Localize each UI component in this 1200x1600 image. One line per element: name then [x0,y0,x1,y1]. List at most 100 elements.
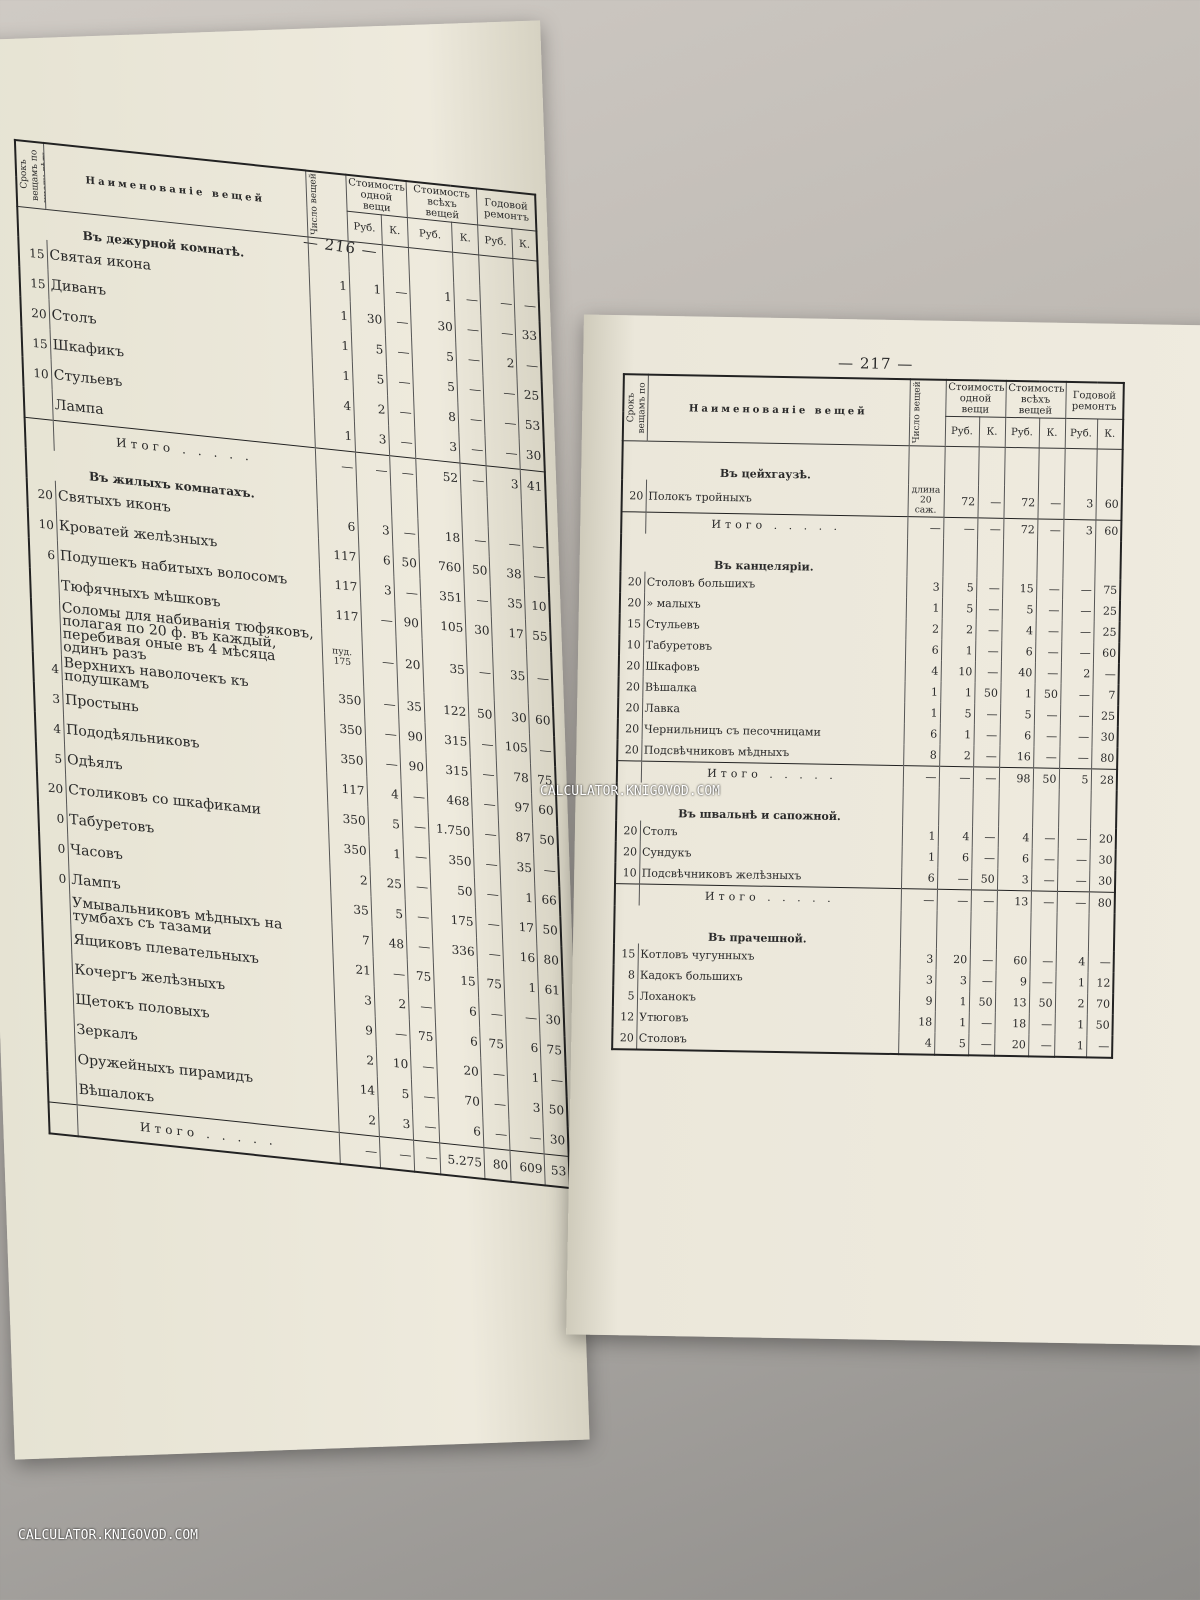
empty-cell [408,247,454,283]
cost-one-kop: — [408,989,436,1023]
header-kop: К. [381,214,409,248]
qty-cell: 3 [899,969,936,991]
srok-cell [42,921,72,955]
cost-all-rub: 6 [435,1022,481,1058]
repair-kop: 30 [1089,849,1116,871]
cost-one-rub: 3 [935,969,970,992]
repair-kop: 60 [1092,642,1120,664]
cost-all-kop: 30 [465,613,493,647]
cost-one-kop: 50 [392,546,420,579]
cost-one-rub: — [365,746,401,780]
cost-one-rub: 2 [939,744,974,767]
cost-all-rub: 35 [422,638,469,698]
repair-kop: — [1086,1035,1113,1058]
cost-one-kop: — [406,929,434,963]
cost-all-kop: — [457,402,486,436]
empty-cell [1087,913,1115,952]
cost-all-kop: — [472,817,500,851]
header-rub: Руб. [1064,418,1098,449]
repair-kop: 75 [540,1033,566,1067]
cost-one-rub: 2 [353,391,389,426]
qty-cell: 117 [320,598,362,633]
cost-one-kop: — [393,576,421,609]
srok-cell: 20 [26,477,56,511]
header-repair: Годовой ремонтъ [476,188,537,232]
cost-all-kop: — [474,877,502,911]
cost-all-rub: 72 [1003,485,1039,519]
repair-rub: — [1057,827,1091,850]
total-value: 80 [1088,891,1115,914]
cost-all-rub: 18 [417,518,464,554]
cost-all-kop: — [1033,725,1060,747]
empty-cell [906,538,944,577]
header-rub: Руб. [477,224,514,259]
cost-one-kop: — [410,1049,438,1083]
repair-rub: 87 [498,820,534,854]
cost-one-kop: 35 [397,689,425,723]
qty-cell: 7 [331,921,373,957]
empty-cell [48,1101,78,1137]
repair-rub: 17 [491,616,527,650]
cost-all-rub: 105 [420,608,467,644]
empty-cell [899,910,937,949]
repair-rub: 17 [501,910,538,944]
empty-cell [390,486,418,519]
cost-all-rub: 18 [994,1012,1029,1035]
cost-all-kop: — [1037,486,1065,520]
cost-all-rub: 1 [1000,682,1035,705]
srok-cell: 20 [617,739,642,762]
empty-cell [621,511,646,534]
cost-one-rub: 1 [368,836,404,870]
cost-one-rub: 5 [942,576,977,599]
cost-one-kop: — [387,395,415,428]
cost-all-rub: 6 [1000,640,1036,663]
cost-one-kop: 75 [409,1019,437,1053]
repair-rub: — [485,435,521,470]
repair-rub: — [509,1119,545,1154]
repair-rub: 30 [494,700,530,734]
repair-rub: 3 [1063,486,1097,520]
srok-cell: 20 [20,296,50,330]
cost-one-rub: 1 [940,639,976,662]
cost-all-rub: 20 [994,1033,1029,1057]
qty-cell: 4 [898,1032,935,1055]
page-number: — 217 — [837,353,914,374]
repair-rub: 1 [503,969,540,1004]
repair-rub: 16 [502,940,539,974]
repair-rub: — [479,285,516,319]
cost-all-kop: — [1033,704,1061,726]
qty-cell: 1 [904,681,941,703]
cost-all-rub: 1.750 [428,812,474,848]
cost-one-kop: — [402,839,431,873]
item-name: Полокъ тройныхъ [645,479,909,517]
cost-one-kop: — [973,724,1000,746]
qty-cell: 4 [312,387,355,422]
repair-kop: — [529,733,556,767]
cost-one-rub: — [360,602,396,637]
qty-cell: 350 [324,712,366,747]
total-value: 5 [1058,768,1092,791]
cost-one-kop: — [977,485,1005,519]
repair-kop: 20 [1089,828,1117,850]
repair-kop: 66 [535,883,561,917]
empty-cell [487,496,523,530]
cost-one-kop: 90 [394,606,423,639]
cost-one-rub: 3 [359,572,395,607]
cost-one-kop: — [968,1012,995,1034]
empty-cell [942,538,978,578]
cost-all-rub: 40 [1000,661,1035,684]
repair-kop: — [1092,663,1119,685]
cost-one-kop: — [403,869,432,903]
cost-all-rub: 350 [429,842,475,878]
empty-cell [944,446,979,486]
repair-rub: 2 [1054,992,1088,1015]
cost-one-kop: 50 [974,682,1001,704]
cost-all-kop: — [476,937,504,970]
cost-all-rub: 315 [424,722,471,758]
repair-kop: — [523,559,550,593]
cost-all-kop: — [482,1117,511,1151]
repair-rub: 4 [1055,950,1088,973]
srok-cell [47,1071,77,1105]
cost-all-kop: — [466,643,495,701]
